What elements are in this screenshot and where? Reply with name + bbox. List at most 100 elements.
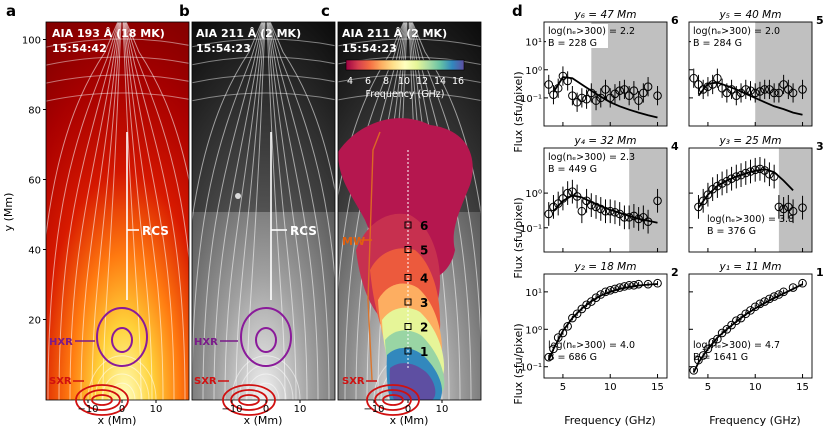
panel-letter-b: b bbox=[179, 2, 190, 20]
data-point bbox=[620, 85, 629, 94]
spectrum-id: 6 bbox=[671, 14, 679, 27]
rcs-label-b: RCS bbox=[290, 224, 317, 238]
sxr-contours-c bbox=[366, 384, 420, 416]
spectrum-field: B = 1641 G bbox=[693, 352, 748, 363]
data-point bbox=[750, 88, 760, 98]
data-point bbox=[596, 204, 606, 214]
data-point bbox=[629, 211, 639, 221]
data-point bbox=[643, 82, 653, 91]
data-point bbox=[558, 328, 568, 338]
spectrum-density: log(nₑ>300) = 2.0 bbox=[693, 26, 780, 37]
data-point bbox=[634, 96, 643, 105]
data-point bbox=[689, 366, 699, 375]
spectrum-field: B = 284 G bbox=[693, 38, 742, 49]
data-point bbox=[653, 196, 662, 206]
shaded-region bbox=[629, 148, 667, 252]
position-box bbox=[404, 347, 412, 355]
data-point bbox=[577, 206, 587, 216]
data-point bbox=[563, 322, 572, 331]
position-box bbox=[404, 323, 412, 330]
data-point bbox=[601, 287, 610, 297]
data-point bbox=[694, 80, 703, 89]
position-box-number: 4 bbox=[420, 272, 428, 286]
data-point bbox=[639, 213, 648, 222]
data-point bbox=[750, 302, 760, 312]
colorbar-label: Frequency (GHz) bbox=[365, 89, 444, 100]
image-xtick-label: −10 bbox=[363, 404, 384, 415]
field-lines-a bbox=[46, 22, 189, 400]
spectrum-xtick-label: 15 bbox=[651, 382, 664, 393]
data-point bbox=[788, 88, 798, 98]
spectrum-xtick-label: 10 bbox=[749, 382, 762, 393]
data-point bbox=[605, 206, 615, 216]
data-point bbox=[798, 85, 807, 94]
image-ylabel: y (Mm) bbox=[2, 193, 15, 232]
spectra-ylabel-row2: Flux (sfu/pixel) bbox=[512, 197, 525, 278]
shaded-region bbox=[778, 148, 812, 252]
image-ytick-label: 40 bbox=[28, 246, 41, 257]
image-ytick-label: 100 bbox=[22, 36, 41, 47]
data-point bbox=[577, 93, 587, 103]
position-box bbox=[404, 221, 412, 229]
spectrum-title: y₄ = 32 Mm bbox=[574, 135, 637, 147]
spectrum-density: log(nₑ>300) = 3.8 bbox=[707, 214, 794, 225]
hxr-label-b: HXR bbox=[194, 337, 218, 348]
spectrum-xtick-label: 10 bbox=[604, 382, 617, 393]
image-xtick-label: 0 bbox=[263, 404, 269, 415]
data-point bbox=[624, 213, 634, 222]
data-point bbox=[596, 93, 606, 103]
data-point bbox=[634, 214, 643, 224]
spectrum-id: 5 bbox=[816, 14, 824, 27]
position-box-number: 2 bbox=[420, 321, 428, 335]
data-point bbox=[615, 86, 624, 96]
data-point bbox=[765, 294, 774, 304]
data-point bbox=[732, 316, 741, 325]
spectrum-density: log(nₑ>300) = 4.7 bbox=[693, 340, 780, 351]
fit-curve bbox=[552, 76, 658, 119]
data-point bbox=[643, 279, 653, 289]
data-point bbox=[568, 91, 577, 100]
image-ytick-label: 60 bbox=[28, 176, 41, 187]
data-point bbox=[774, 88, 784, 98]
colorbar-tick-label: 8 bbox=[383, 76, 389, 87]
position-box-number: 6 bbox=[420, 219, 428, 233]
data-point bbox=[694, 202, 703, 212]
image-axes-xticks: −10 0 10 −10 0 10 −10 0 10 bbox=[77, 400, 448, 415]
data-point bbox=[798, 278, 807, 288]
data-point bbox=[553, 333, 563, 342]
data-point bbox=[727, 174, 736, 184]
data-point bbox=[713, 73, 722, 83]
data-point bbox=[741, 85, 751, 94]
image-xtick-label: 10 bbox=[150, 404, 163, 415]
data-point bbox=[587, 200, 596, 210]
data-point bbox=[741, 168, 751, 178]
data-point bbox=[727, 85, 736, 94]
data-point bbox=[708, 80, 717, 89]
data-point bbox=[563, 188, 572, 198]
data-point bbox=[624, 280, 634, 290]
data-point bbox=[755, 299, 765, 309]
spectrum-title: y₃ = 25 Mm bbox=[719, 135, 782, 147]
data-point bbox=[568, 313, 577, 323]
data-point bbox=[558, 71, 568, 81]
spectrum-panel-1: 5 10 15 y₁ = 11 Mm 1 log(nₑ>300) = 4.7B = 164… bbox=[688, 261, 824, 393]
data-point bbox=[549, 344, 558, 354]
spectrum-title: y₅ = 40 Mm bbox=[719, 9, 782, 21]
image-xtick-label: 0 bbox=[405, 404, 411, 415]
data-point bbox=[615, 283, 624, 292]
image-time-c: 15:54:23 bbox=[342, 42, 397, 55]
data-point bbox=[596, 290, 606, 299]
position-box-number: 1 bbox=[420, 345, 428, 359]
image-xtick-label: −10 bbox=[77, 404, 98, 415]
spectrum-title: y₆ = 47 Mm bbox=[574, 9, 637, 21]
spectrum-id: 2 bbox=[671, 266, 679, 279]
spectra-ylabel-row1: Flux (sfu/pixel) bbox=[512, 71, 525, 152]
data-point bbox=[582, 196, 591, 206]
sxr-label-a: SXR bbox=[49, 376, 72, 387]
data-point bbox=[639, 88, 648, 98]
spectrum-ytick-label: 10⁰ bbox=[525, 325, 542, 336]
data-point bbox=[601, 206, 610, 216]
colorbar-tick-label: 12 bbox=[416, 76, 428, 87]
image-title-c: AIA 211 Å (2 MK) bbox=[342, 27, 447, 40]
